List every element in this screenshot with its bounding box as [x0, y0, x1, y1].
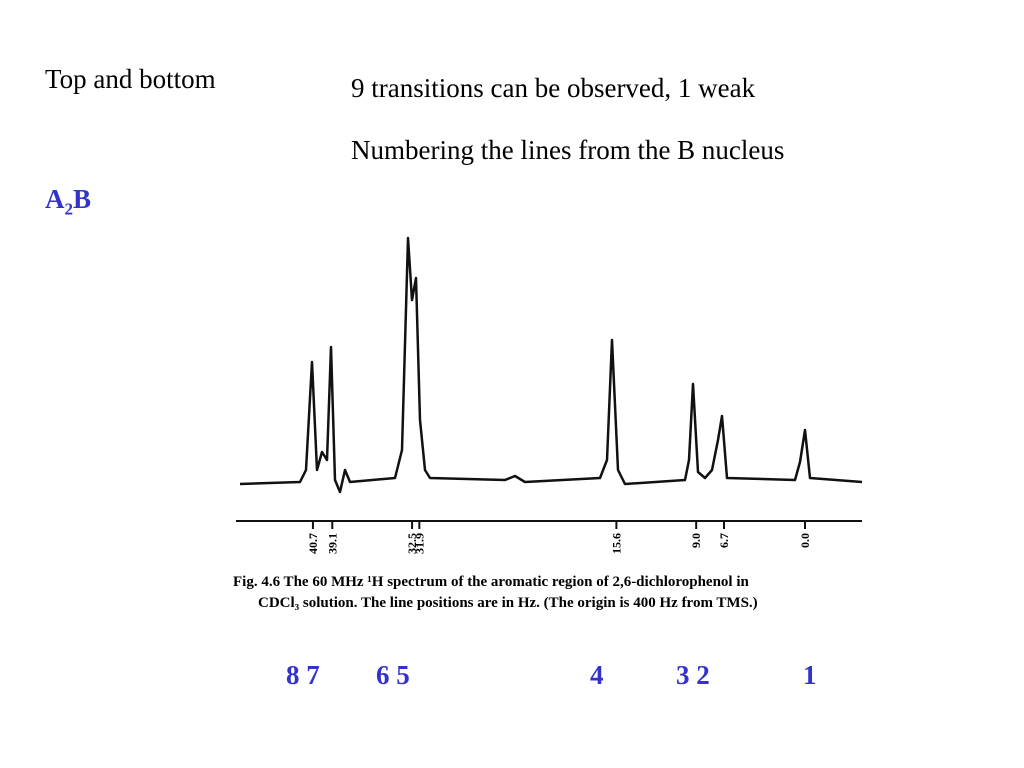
label: A — [45, 184, 65, 214]
position-label: 40.7 — [306, 533, 320, 554]
position-label: 39.1 — [325, 533, 339, 554]
line-number: 8 7 — [286, 660, 320, 690]
text-line: Numbering the lines from the B nucleus — [351, 135, 785, 165]
line-number: 1 — [803, 660, 817, 690]
position-label: 6.7 — [717, 533, 731, 548]
text-line: 9 transitions can be observed, 1 weak — [351, 73, 756, 103]
line-number: 4 — [590, 660, 604, 690]
line-number: 6 5 — [376, 660, 410, 690]
caption: CDCl₃ solution. The line positions are i… — [258, 595, 758, 611]
position-label: 31.9 — [412, 533, 426, 554]
caption: Fig. 4.6 The 60 MHz ¹H spectrum of the a… — [233, 574, 750, 590]
position-label: 15.6 — [609, 533, 623, 554]
position-label: 32.5 — [405, 533, 419, 554]
spectrum-trace — [239, 236, 863, 494]
line-number: 3 2 — [676, 660, 710, 690]
heading-left: Top and bottom — [45, 64, 216, 94]
label: B — [73, 184, 92, 214]
spin-system: A2B — [45, 184, 92, 219]
subscript: 2 — [64, 199, 74, 219]
position-label: 9.0 — [689, 533, 703, 548]
position-label: 0.0 — [798, 533, 812, 548]
